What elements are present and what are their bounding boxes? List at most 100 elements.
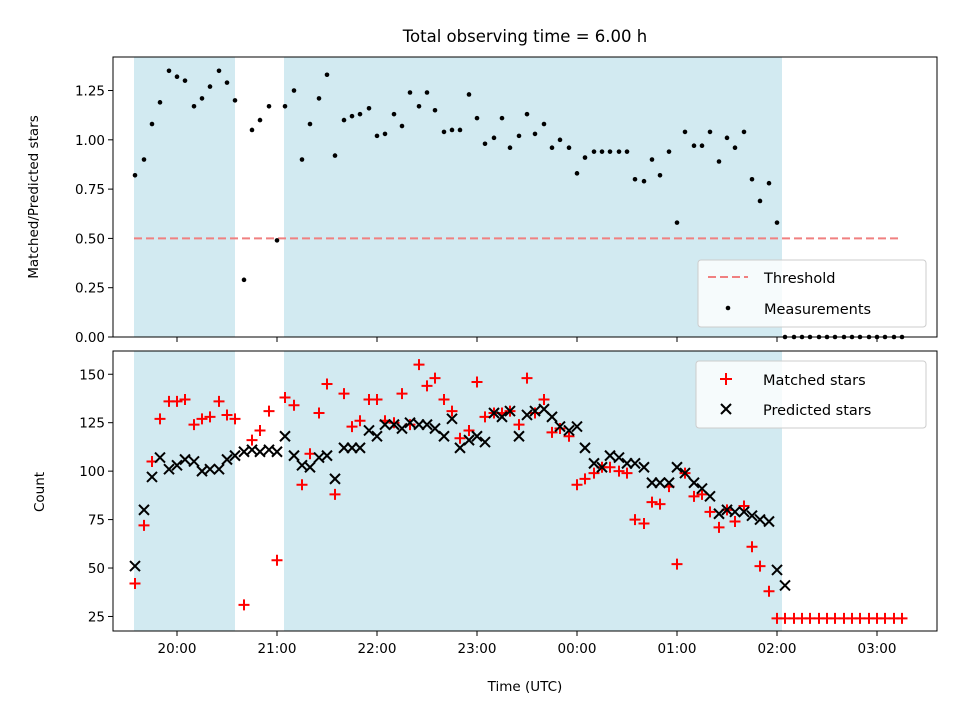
top-shaded-interval-1: [134, 57, 235, 337]
top-measurements-point: [716, 159, 722, 164]
bottom-predicted-stars-point: [463, 434, 475, 446]
top-measurements-point: [774, 220, 780, 225]
top-measurements-point: [632, 176, 638, 182]
bottom-predicted-stars-point: [588, 457, 600, 470]
x-tick-label: 23:00: [458, 641, 497, 657]
top-measurements-point: [307, 121, 313, 127]
top-measurements-point: [382, 131, 388, 137]
bottom-predicted-stars-point: [288, 449, 300, 462]
top-measurements-point: [174, 74, 180, 80]
bottom-predicted-stars-point: [713, 508, 725, 520]
bottom-predicted-stars-point: [404, 416, 416, 429]
bottom-predicted-stars-point: [563, 424, 575, 437]
top-measurements-point: [707, 129, 713, 135]
x-tick-label: 03:00: [858, 641, 897, 657]
top-y-axis-label: Matched/Predicted stars: [26, 115, 42, 278]
bottom-matched-stars-point: [354, 415, 366, 427]
bottom-predicted-stars-point: [163, 463, 175, 475]
bottom-matched-stars-point: [429, 372, 441, 384]
top-measurements-point: [241, 277, 247, 283]
top-measurements-point: [732, 145, 738, 151]
bottom-predicted-stars-point: [763, 515, 775, 528]
bottom-predicted-stars-point: [188, 455, 200, 468]
bottom-predicted-stars-point: [379, 418, 391, 431]
bottom-shaded-interval-1: [134, 351, 235, 631]
bottom-predicted-stars-point: [354, 442, 366, 454]
top-measurements-point: [224, 80, 230, 85]
bottom-predicted-stars-point: [496, 411, 508, 423]
bottom-predicted-stars-point: [454, 442, 466, 454]
bottom-predicted-stars-point: [613, 451, 625, 464]
top-legend: Threshold Measurements: [697, 259, 927, 328]
bottom-predicted-stars-point: [779, 579, 791, 592]
bottom-matched-stars-point: [654, 498, 666, 510]
top-measurements-point: [399, 123, 405, 129]
x-tick-label: 01:00: [658, 641, 697, 657]
bottom-predicted-stars-point: [146, 471, 158, 483]
bottom-y-tick-label: 125: [79, 416, 105, 432]
top-measurements-point: [749, 176, 755, 182]
bottom-matched-stars-point: [613, 465, 625, 477]
bottom-matched-stars-point: [896, 612, 908, 624]
bottom-predicted-stars-point: [729, 506, 741, 518]
bottom-matched-stars-point: [471, 376, 483, 388]
top-measurements-point: [324, 72, 330, 78]
top-y-tick-label: 0.75: [75, 182, 105, 198]
top-measurements-point: [549, 145, 555, 151]
top-x-ticks: [176, 337, 878, 342]
top-measurements-point: [566, 145, 572, 151]
top-measurements-point: [207, 84, 213, 89]
bottom-matched-stars-point: [179, 393, 191, 405]
bottom-matched-stars-point: [213, 395, 225, 407]
bottom-matched-stars-point: [171, 395, 183, 407]
bottom-matched-stars-point: [138, 519, 150, 531]
top-measurements-point: [299, 157, 305, 162]
top-measurements-point: [524, 111, 530, 117]
top-measurements-point: [641, 178, 647, 184]
bottom-matched-stars-point: [604, 461, 616, 473]
bottom-predicted-stars-point: [421, 418, 433, 431]
top-measurements-point: [574, 171, 580, 176]
top-measurements-point: [607, 149, 613, 154]
top-measurements-point: [316, 96, 322, 101]
bottom-matched-stars-point: [513, 419, 525, 431]
top-measurements-point: [149, 121, 155, 127]
bottom-predicted-stars-point: [304, 461, 316, 473]
top-panel: 0.00 0.25 0.50 0.75 1.00 1.25 Matched/Predict…: [26, 56, 938, 346]
predicted-legend-swatch: [720, 403, 732, 415]
bottom-points: [129, 359, 908, 624]
bottom-matched-stars-point: [271, 554, 283, 566]
bottom-matched-stars-point: [463, 424, 475, 436]
bottom-predicted-stars-point: [446, 413, 458, 425]
matched-legend-label: Matched stars: [763, 373, 866, 389]
top-measurements-point: [424, 90, 430, 95]
bottom-predicted-stars-point: [638, 461, 650, 473]
bottom-matched-stars-point: [329, 488, 341, 500]
bottom-predicted-stars-point: [704, 490, 716, 503]
x-tick-label: 21:00: [258, 641, 297, 657]
top-measurements-point: [766, 180, 772, 186]
bottom-y-tick-label: 50: [88, 561, 105, 577]
bottom-matched-stars-point: [646, 496, 658, 508]
x-tick-label: 22:00: [358, 641, 397, 657]
top-measurements-point: [249, 127, 255, 133]
top-measurements-point: [516, 133, 522, 139]
top-measurements-point: [257, 117, 263, 123]
bottom-predicted-stars-point: [221, 453, 233, 466]
bottom-matched-stars-point: [288, 399, 300, 411]
bottom-legend: Matched stars Predicted stars: [695, 360, 927, 429]
bottom-predicted-stars-point: [254, 446, 266, 458]
bottom-matched-stars-point: [421, 380, 433, 392]
bottom-matched-stars-point: [413, 359, 425, 371]
top-measurements-point: [691, 143, 697, 149]
bottom-matched-stars-point: [313, 407, 325, 419]
top-measurements-point: [166, 68, 172, 74]
bottom-predicted-stars-point: [321, 449, 333, 462]
top-measurements-point: [591, 149, 597, 154]
bottom-predicted-stars-point: [671, 461, 683, 473]
x-tick-label: 20:00: [158, 641, 197, 657]
x-axis-label: Time (UTC): [487, 679, 563, 695]
bottom-matched-stars-point: [554, 423, 566, 435]
top-measurements-point: [457, 127, 463, 133]
matched-legend-swatch: [720, 373, 732, 385]
